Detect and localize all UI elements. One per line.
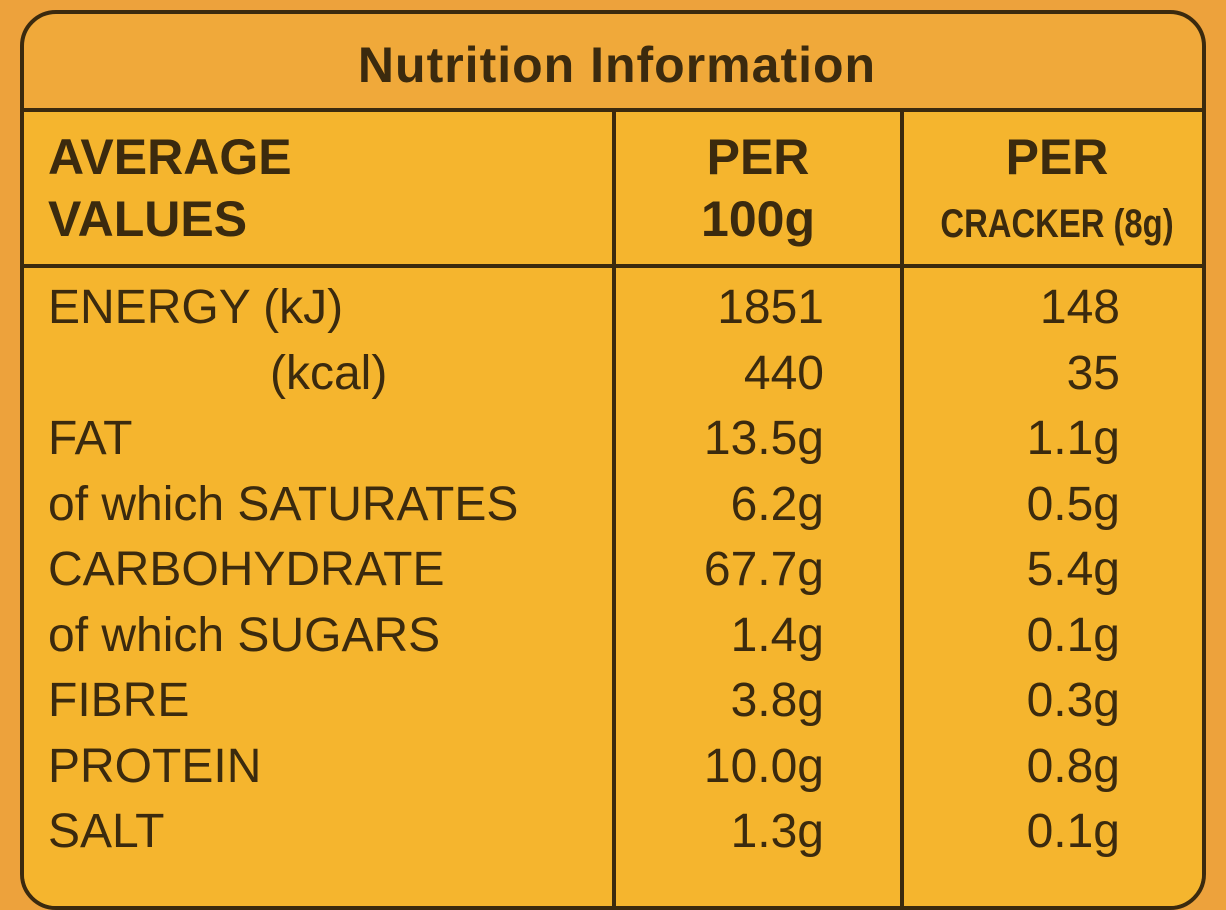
value-per-100g: 440 — [743, 346, 824, 400]
column-divider — [900, 112, 904, 906]
row-label: FIBRE — [48, 674, 190, 727]
row-label: ENERGY (kJ) — [48, 281, 344, 334]
value-per-cracker: 1.1g — [1026, 412, 1120, 465]
row-label: PROTEIN — [48, 739, 262, 793]
nutrition-table: AVERAGE VALUES PER 100g PER CRACKER (8g) ENERG… — [24, 108, 1202, 906]
value-per-100g: 1.4g — [730, 608, 824, 662]
header-divider — [24, 264, 1202, 268]
column-divider — [612, 112, 616, 906]
header-cell: PER — [706, 129, 810, 185]
header-cell: PER — [1005, 129, 1109, 185]
value-per-100g: 1851 — [717, 281, 824, 334]
header-cell: CRACKER (8g) — [940, 202, 1174, 246]
row-label: FAT — [48, 412, 133, 465]
value-per-100g: 13.5g — [703, 412, 824, 465]
nutrition-panel: Nutrition Information AVERAGE VALUES PER 10… — [20, 10, 1206, 910]
header-cell: 100g — [701, 191, 815, 247]
row-label: of which SUGARS — [48, 608, 441, 662]
value-per-cracker: 0.1g — [1026, 608, 1120, 662]
value-per-cracker: 5.4g — [1026, 543, 1120, 596]
page: Nutrition Information AVERAGE VALUES PER 10… — [20, 10, 1206, 910]
value-per-100g: 3.8g — [730, 674, 824, 727]
value-per-cracker: 0.1g — [1026, 805, 1120, 858]
value-per-100g: 1.3g — [730, 805, 824, 858]
value-per-100g: 6.2g — [730, 477, 824, 531]
value-per-cracker: 0.3g — [1026, 674, 1120, 727]
title: Nutrition Information — [357, 37, 877, 93]
row-label: (kcal) — [270, 346, 388, 400]
row-label: of which SATURATES — [48, 477, 519, 531]
value-per-cracker: 35 — [1066, 346, 1120, 400]
value-per-100g: 67.7g — [703, 543, 824, 596]
header-cell: AVERAGE — [48, 129, 292, 185]
value-per-cracker: 0.5g — [1026, 477, 1120, 531]
value-per-cracker: 148 — [1039, 281, 1120, 334]
value-per-cracker: 0.8g — [1026, 739, 1120, 793]
value-per-100g: 10.0g — [703, 739, 824, 793]
row-label: SALT — [48, 805, 165, 858]
header-cell: VALUES — [48, 191, 248, 247]
row-label: CARBOHYDRATE — [48, 543, 445, 596]
